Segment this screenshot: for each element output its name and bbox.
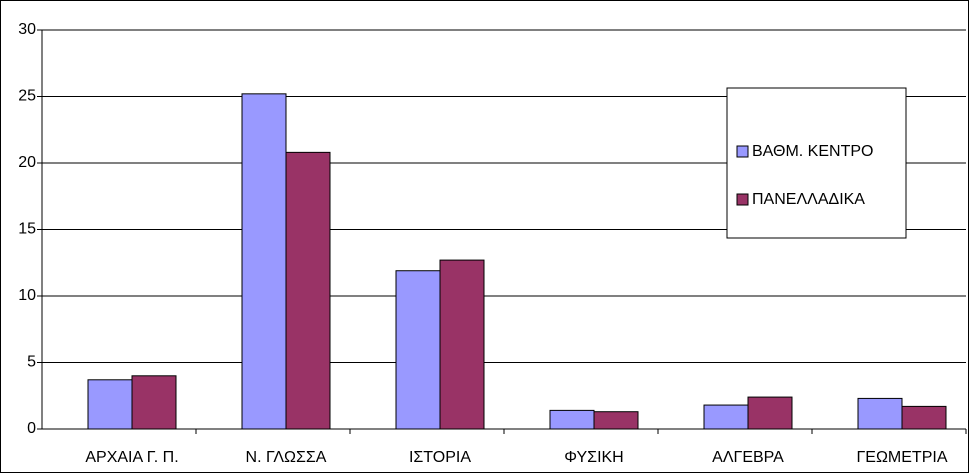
- x-tick-label: ΓΕΩΜΕΤΡΙΑ: [856, 449, 947, 466]
- y-tick-label: 15: [18, 221, 36, 238]
- bar: [549, 409, 595, 430]
- bar: [593, 411, 639, 430]
- bar: [439, 259, 485, 430]
- bar: [395, 270, 441, 430]
- bar: [285, 151, 331, 430]
- legend-label: ΠΑΝΕΛΛΑΔΙΚΑ: [752, 191, 865, 208]
- bar: [857, 397, 903, 430]
- bar: [901, 405, 947, 430]
- y-tick-label: 30: [18, 21, 36, 38]
- bar: [747, 396, 793, 430]
- y-tick-label: 0: [27, 420, 36, 437]
- x-tick-label: ΙΣΤΟΡΙΑ: [409, 449, 471, 466]
- legend-swatch: [736, 193, 749, 206]
- x-tick-label: ΑΛΓΕΒΡΑ: [712, 449, 784, 466]
- bar: [87, 379, 133, 430]
- bar: [131, 375, 177, 430]
- bar: [241, 93, 287, 430]
- legend-swatch: [736, 145, 749, 158]
- y-tick-label: 20: [18, 154, 36, 171]
- x-tick-label: Ν. ΓΛΩΣΣΑ: [246, 449, 327, 466]
- x-tick-label: ΑΡΧΑΙΑ Γ. Π.: [85, 449, 178, 466]
- y-tick-label: 5: [27, 354, 36, 371]
- y-tick-label: 10: [18, 287, 36, 304]
- bar: [703, 404, 749, 430]
- x-tick-label: ΦΥΣΙΚΗ: [564, 449, 623, 466]
- legend-label: ΒΑΘΜ. ΚΕΝΤΡΟ: [752, 143, 873, 160]
- legend-box: [726, 87, 907, 239]
- y-tick-label: 25: [18, 88, 36, 105]
